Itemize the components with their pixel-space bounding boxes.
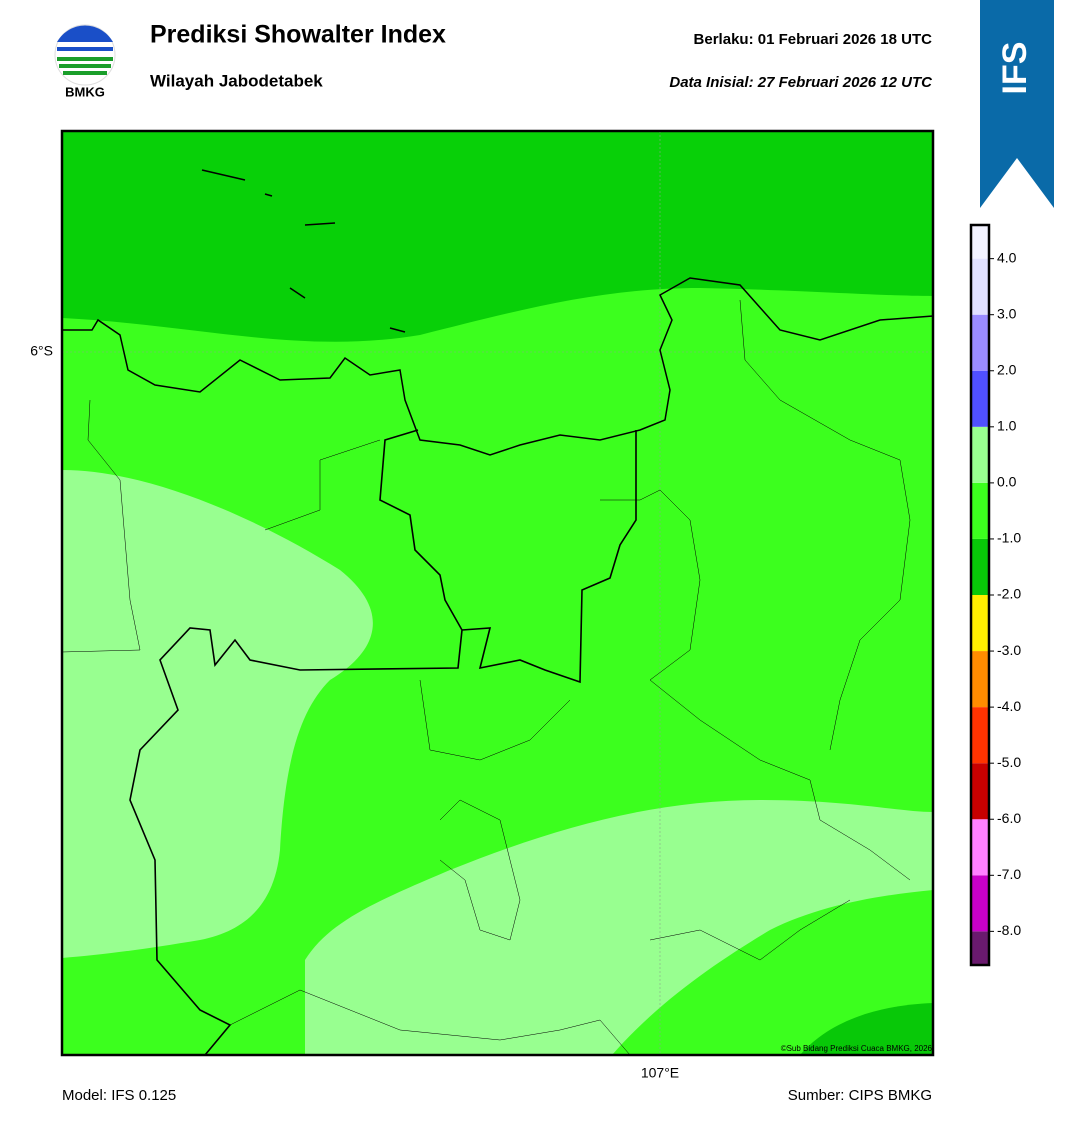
map-frame (60, 129, 935, 1057)
logo-text: BMKG (65, 84, 105, 99)
lon-label: 107°E (641, 1065, 679, 1081)
colorbar-tick-label: -3.0 (997, 642, 1021, 658)
colorbar-tick-label: -7.0 (997, 866, 1021, 882)
colorbar-tick-label: -8.0 (997, 922, 1021, 938)
colorbar-tick-label: -2.0 (997, 586, 1021, 602)
title: Prediksi Showalter Index (150, 21, 446, 49)
valid-time: Berlaku: 01 Februari 2026 18 UTC (694, 31, 933, 48)
colorbar-tick-label: -6.0 (997, 810, 1021, 826)
colorbar: 4.0 3.0 2.0 1.0 0.0 -1.0 -2.0 -3.0 -4.0 -5.0 -6.0 -… (969, 223, 1021, 967)
colorbar-tick-label: -5.0 (997, 754, 1021, 770)
colorbar-segment (971, 370, 989, 427)
colorbar-tick-label: 2.0 (997, 361, 1017, 377)
colorbar-segment (971, 819, 989, 876)
colorbar-tick-label: 1.0 (997, 418, 1017, 434)
colorbar-tick-label: -1.0 (997, 530, 1021, 546)
colorbar-segment (971, 707, 989, 764)
colorbar-tick-label: -4.0 (997, 698, 1021, 714)
colorbar-segment (971, 931, 989, 965)
colorbar-segment (971, 314, 989, 371)
copyright: ©Sub Bidang Prediksi Cuaca BMKG, 2026 (781, 1044, 933, 1053)
badge-text: IFS (996, 42, 1034, 95)
colorbar-segment (971, 875, 989, 932)
lat-label: 6°S (30, 343, 53, 359)
source-label: Sumber: CIPS BMKG (788, 1087, 932, 1104)
colorbar-segment (971, 258, 989, 315)
model-label: Model: IFS 0.125 (62, 1087, 176, 1104)
colorbar-segment (971, 763, 989, 820)
colorbar-tick-label: 4.0 (997, 249, 1017, 265)
colorbar-segment (971, 538, 989, 595)
colorbar-segment (971, 482, 989, 539)
colorbar-segment (971, 225, 989, 259)
colorbar-segment (971, 595, 989, 652)
map-field (62, 131, 933, 1055)
logo: BMKG (54, 24, 116, 99)
colorbar-tick-label: 3.0 (997, 305, 1017, 321)
subtitle: Wilayah Jabodetabek (150, 71, 323, 90)
init-time: Data Inisial: 27 Februari 2026 12 UTC (669, 74, 933, 91)
colorbar-segment (971, 651, 989, 708)
colorbar-segment (971, 426, 989, 483)
model-badge (980, 0, 1054, 208)
colorbar-tick-label: 0.0 (997, 474, 1017, 490)
